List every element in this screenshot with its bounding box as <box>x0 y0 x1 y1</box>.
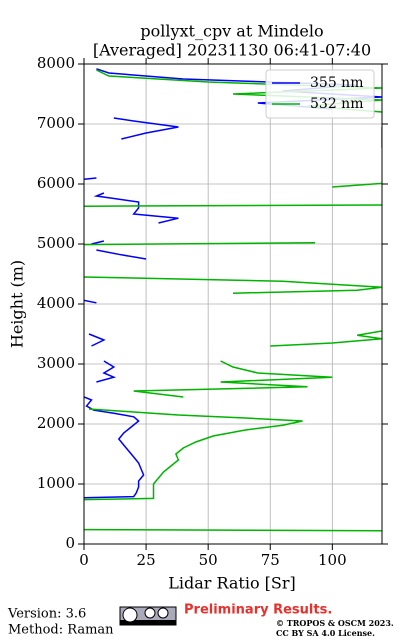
copyright: © TROPOS & OSCM 2023. <box>276 618 394 628</box>
y-tick-label: 5000 <box>37 234 75 252</box>
chart-title: pollyxt_cpv at Mindelo <box>140 22 323 41</box>
data-line <box>84 69 382 532</box>
x-tick-label: 75 <box>261 551 280 569</box>
y-tick-label: 3000 <box>37 354 75 372</box>
status: Preliminary Results. <box>184 603 332 618</box>
x-tick-label: 50 <box>199 551 218 569</box>
plot-frame <box>83 63 383 545</box>
legend-box <box>265 69 375 119</box>
x-tick-label: 0 <box>79 551 89 569</box>
license: CC BY SA 4.0 License. <box>276 628 375 638</box>
y-tick-label: 0 <box>65 534 75 552</box>
version: Version: 3.6 <box>7 607 86 622</box>
x-axis-label: Lidar Ratio [Sr] <box>168 574 296 593</box>
legend-label: 532 nm <box>310 96 363 112</box>
cc-logo <box>119 606 177 626</box>
y-tick-label: 4000 <box>37 294 75 312</box>
x-tick-label: 100 <box>318 551 347 569</box>
y-tick-label: 2000 <box>37 414 75 432</box>
data-line <box>84 68 382 499</box>
y-tick-label: 7000 <box>37 114 75 132</box>
legend-label: 355 nm <box>310 75 363 91</box>
y-tick-label: 8000 <box>37 54 75 72</box>
x-tick-label: 25 <box>137 551 156 569</box>
y-tick-label: 6000 <box>37 174 75 192</box>
chart-subtitle: [Averaged] 20231130 06:41-07:40 <box>93 41 371 60</box>
method: Method: Raman <box>8 623 114 638</box>
y-axis-label: Height (m) <box>8 260 27 348</box>
y-tick-label: 1000 <box>37 474 75 492</box>
